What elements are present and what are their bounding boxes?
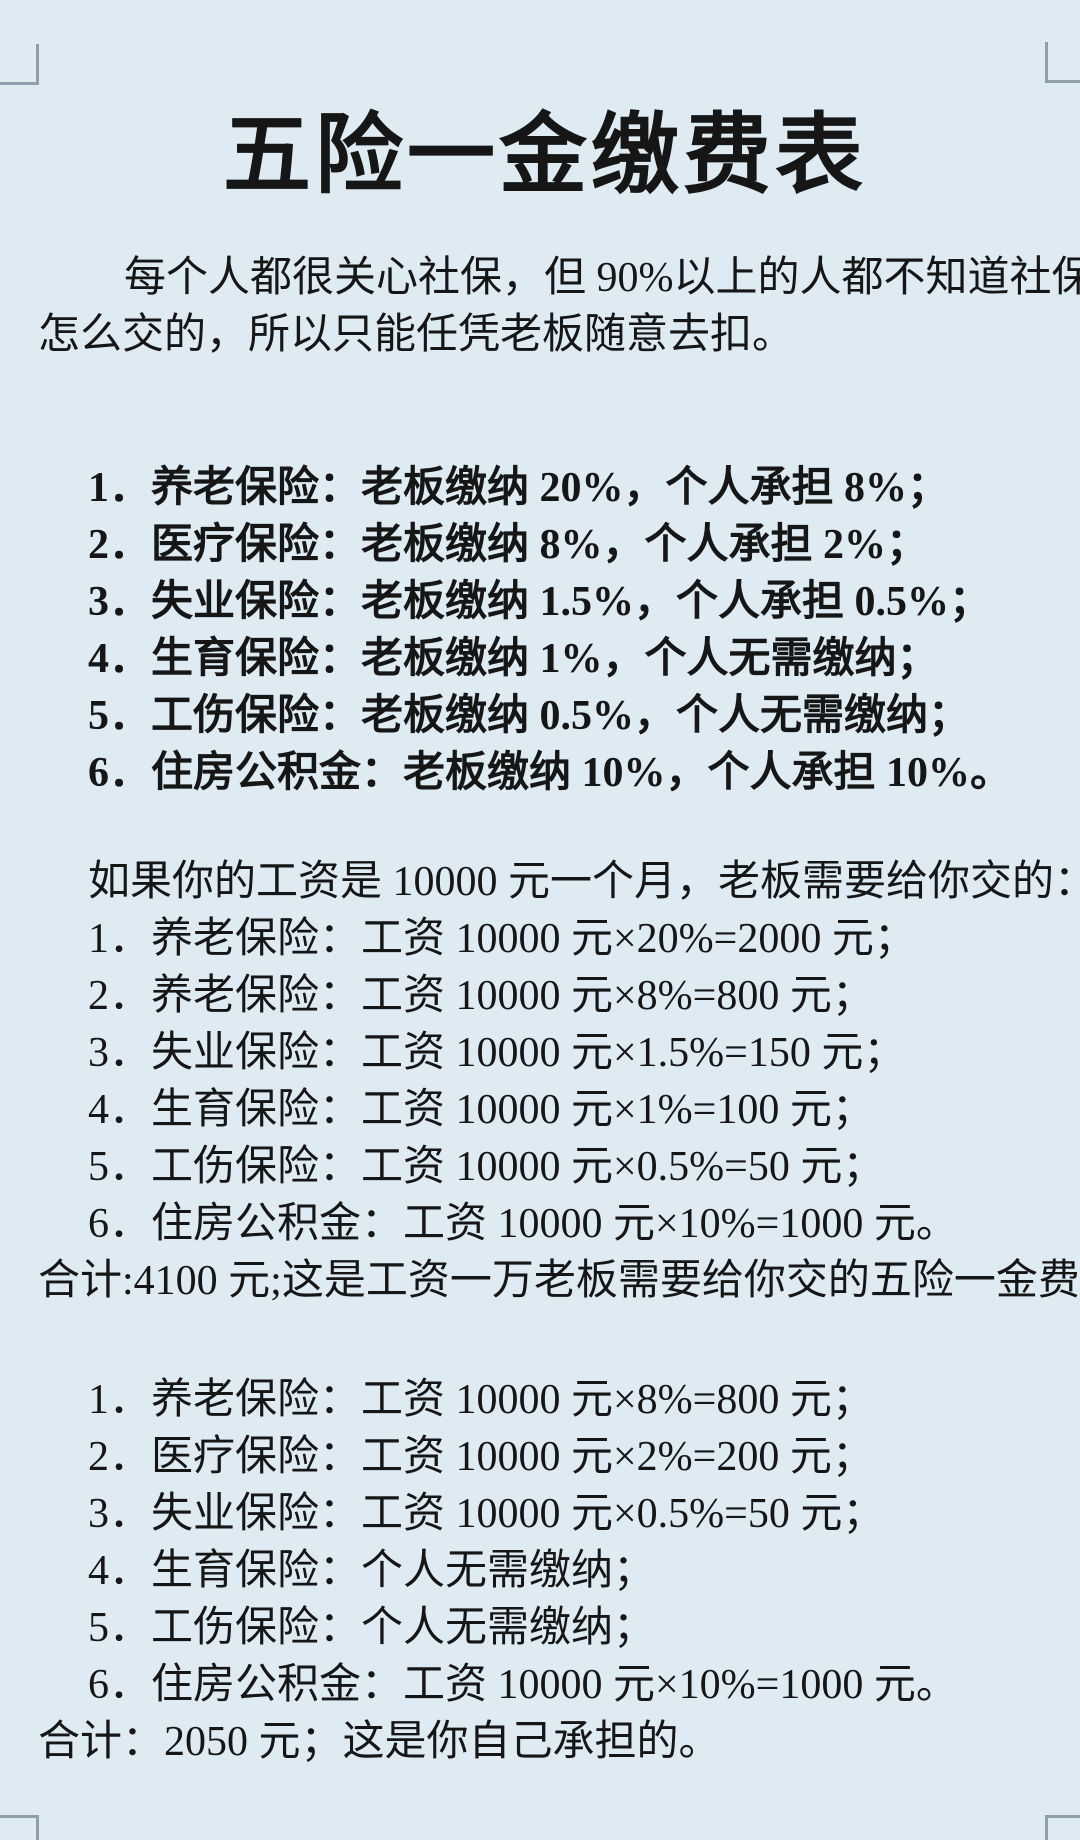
page-corner-mark-top-right — [1045, 42, 1080, 83]
list-item: 5．工伤保险：老板缴纳 0.5%，个人无需缴纳； — [88, 693, 971, 739]
intro-paragraph: 每个人都很关心社保，但 90%以上的人都不知道社保是 怎么交的，所以只能任凭老板… — [38, 250, 1080, 364]
list-item: 6．住房公积金：工资 10000 元×10%=1000 元。 — [88, 1662, 958, 1708]
list-item: 1．养老保险：老板缴纳 20%，个人承担 8%； — [88, 465, 950, 511]
list-item: 2．医疗保险：老板缴纳 8%，个人承担 2%； — [88, 522, 929, 568]
list-item: 3．失业保险：工资 10000 元×1.5%=150 元； — [88, 1030, 906, 1076]
document-content: 五险一金缴费表 每个人都很关心社保，但 90%以上的人都不知道社保是 怎么交的，… — [38, 84, 1080, 1771]
page-corner-mark-top-left — [0, 44, 39, 85]
page-corner-mark-bottom-left — [0, 1815, 39, 1840]
intro-line: 怎么交的，所以只能任凭老板随意去扣。 — [38, 312, 795, 358]
employer-total-line: 合计:4100 元;这是工资一万老板需要给你交的五险一金费。 — [38, 1258, 1080, 1304]
employer-payment-section: 如果你的工资是 10000 元一个月，老板需要给你交的： 1．养老保险：工资 1… — [38, 854, 1080, 1310]
list-item: 1．养老保险：工资 10000 元×20%=2000 元； — [88, 916, 916, 962]
list-item: 6．住房公积金：老板缴纳 10%，个人承担 10%。 — [88, 750, 1013, 796]
list-item: 3．失业保险：工资 10000 元×0.5%=50 元； — [88, 1491, 885, 1537]
personal-total-line: 合计：2050 元；这是你自己承担的。 — [38, 1719, 721, 1765]
list-item: 2．医疗保险：工资 10000 元×2%=200 元； — [88, 1434, 874, 1480]
list-item: 5．工伤保险：个人无需缴纳； — [88, 1605, 656, 1651]
page-title: 五险一金缴费表 — [222, 108, 867, 205]
list-item: 5．工伤保险：工资 10000 元×0.5%=50 元； — [88, 1144, 885, 1190]
list-item: 1．养老保险：工资 10000 元×8%=800 元； — [88, 1377, 874, 1423]
list-item: 4．生育保险：个人无需缴纳； — [88, 1548, 656, 1594]
intro-line: 每个人都很关心社保，但 90%以上的人都不知道社保是 — [124, 255, 1080, 301]
personal-payment-section: 1．养老保险：工资 10000 元×8%=800 元； 2．医疗保险：工资 10… — [38, 1372, 1052, 1771]
page-corner-mark-bottom-right — [1045, 1815, 1080, 1840]
contribution-rates-list: 1．养老保险：老板缴纳 20%，个人承担 8%； 2．医疗保险：老板缴纳 8%，… — [38, 460, 1052, 802]
list-item: 4．生育保险：工资 10000 元×1%=100 元； — [88, 1087, 874, 1133]
section-intro: 如果你的工资是 10000 元一个月，老板需要给你交的： — [88, 859, 1080, 905]
list-item: 3．失业保险：老板缴纳 1.5%，个人承担 0.5%； — [88, 579, 992, 625]
list-item: 4．生育保险：老板缴纳 1%，个人无需缴纳； — [88, 636, 939, 682]
list-item: 6．住房公积金：工资 10000 元×10%=1000 元。 — [88, 1201, 958, 1247]
list-item: 2．养老保险：工资 10000 元×8%=800 元； — [88, 973, 874, 1019]
